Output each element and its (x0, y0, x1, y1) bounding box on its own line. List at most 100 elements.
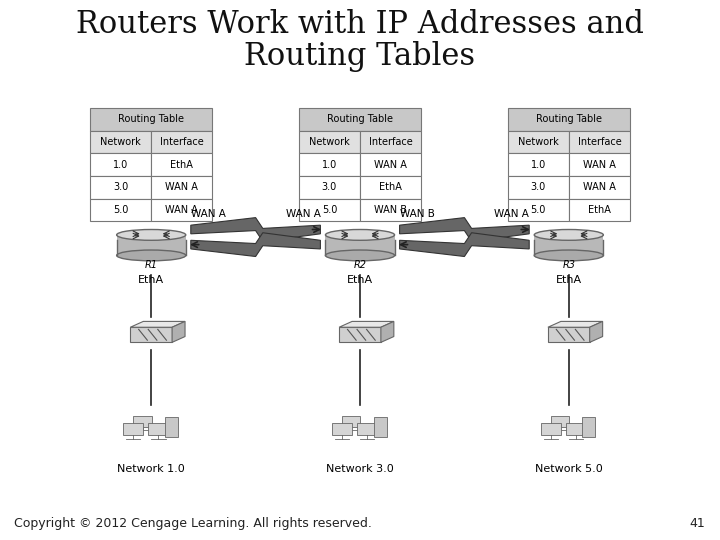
Text: Routing Table: Routing Table (327, 114, 393, 124)
Text: EthA: EthA (379, 183, 402, 192)
Bar (541, 423, 561, 435)
Text: Network 3.0: Network 3.0 (326, 464, 394, 475)
Text: R1: R1 (145, 260, 158, 270)
Bar (332, 423, 352, 435)
Polygon shape (400, 233, 529, 256)
Text: EthA: EthA (556, 275, 582, 286)
Text: Routing Table: Routing Table (118, 114, 184, 124)
Polygon shape (191, 218, 320, 241)
Bar (151, 199, 212, 221)
Ellipse shape (534, 230, 603, 240)
Text: Routers Work with IP Addresses and: Routers Work with IP Addresses and (76, 9, 644, 40)
Text: WAN A: WAN A (495, 210, 529, 219)
Ellipse shape (325, 230, 395, 240)
Text: WAN A: WAN A (583, 160, 616, 170)
Text: EthA: EthA (171, 160, 193, 170)
Bar (151, 131, 212, 153)
Text: Network: Network (100, 137, 141, 147)
FancyBboxPatch shape (117, 235, 186, 255)
Text: Network: Network (518, 137, 559, 147)
Polygon shape (381, 321, 394, 342)
Text: WAN A: WAN A (166, 183, 198, 192)
Bar (90, 199, 151, 221)
Bar (569, 176, 630, 199)
Bar (508, 199, 569, 221)
Bar (569, 131, 630, 153)
Text: 5.0: 5.0 (113, 205, 128, 215)
Text: 1.0: 1.0 (113, 160, 128, 170)
Text: Routing Table: Routing Table (536, 114, 602, 124)
Bar (133, 416, 152, 427)
Bar (151, 176, 212, 199)
Bar (360, 153, 421, 176)
Text: 3.0: 3.0 (322, 183, 337, 192)
FancyBboxPatch shape (534, 235, 603, 255)
Text: 41: 41 (690, 517, 706, 530)
Bar (360, 131, 421, 153)
Polygon shape (172, 321, 185, 342)
Bar (569, 153, 630, 176)
Ellipse shape (117, 250, 186, 261)
Polygon shape (339, 321, 394, 327)
FancyBboxPatch shape (325, 235, 395, 255)
Polygon shape (191, 233, 320, 256)
Bar (90, 108, 212, 131)
Text: Network 5.0: Network 5.0 (535, 464, 603, 475)
Bar (374, 417, 387, 437)
Text: 1.0: 1.0 (531, 160, 546, 170)
Text: WAN A: WAN A (583, 183, 616, 192)
Text: WAN B: WAN B (374, 205, 407, 215)
Bar (299, 131, 360, 153)
Bar (508, 108, 630, 131)
Text: EthA: EthA (347, 275, 373, 286)
Bar (299, 153, 360, 176)
Polygon shape (590, 321, 603, 342)
Text: Interface: Interface (577, 137, 621, 147)
Text: 1.0: 1.0 (322, 160, 337, 170)
Text: 3.0: 3.0 (113, 183, 128, 192)
Bar (548, 327, 590, 342)
Bar (299, 176, 360, 199)
Ellipse shape (534, 250, 603, 261)
Bar (357, 423, 377, 435)
Bar (339, 327, 381, 342)
Polygon shape (400, 218, 529, 241)
Text: WAN A: WAN A (374, 160, 407, 170)
Text: WAN A: WAN A (286, 210, 320, 219)
Bar (90, 176, 151, 199)
Bar (569, 199, 630, 221)
Ellipse shape (325, 250, 395, 261)
Bar (508, 131, 569, 153)
Bar (342, 416, 361, 427)
Text: Network: Network (309, 137, 350, 147)
Polygon shape (130, 321, 185, 327)
Bar (299, 199, 360, 221)
Text: WAN B: WAN B (400, 210, 434, 219)
Text: Copyright © 2012 Cengage Learning. All rights reserved.: Copyright © 2012 Cengage Learning. All r… (14, 517, 372, 530)
Bar (551, 416, 570, 427)
Bar (508, 176, 569, 199)
Bar (90, 153, 151, 176)
Bar (165, 417, 178, 437)
Text: WAN A: WAN A (191, 210, 225, 219)
Bar (360, 176, 421, 199)
Text: 5.0: 5.0 (531, 205, 546, 215)
Text: Network 1.0: Network 1.0 (117, 464, 185, 475)
Bar (360, 199, 421, 221)
Polygon shape (548, 321, 603, 327)
Bar (508, 153, 569, 176)
Bar (130, 327, 172, 342)
Bar (151, 153, 212, 176)
Bar (123, 423, 143, 435)
Text: R3: R3 (562, 260, 575, 270)
Bar (566, 423, 586, 435)
Text: EthA: EthA (138, 275, 164, 286)
Bar (90, 131, 151, 153)
Bar (299, 108, 421, 131)
Ellipse shape (117, 230, 186, 240)
Text: WAN A: WAN A (166, 205, 198, 215)
Text: 3.0: 3.0 (531, 183, 546, 192)
Bar (148, 423, 168, 435)
Text: EthA: EthA (588, 205, 611, 215)
Text: Routing Tables: Routing Tables (244, 41, 476, 72)
